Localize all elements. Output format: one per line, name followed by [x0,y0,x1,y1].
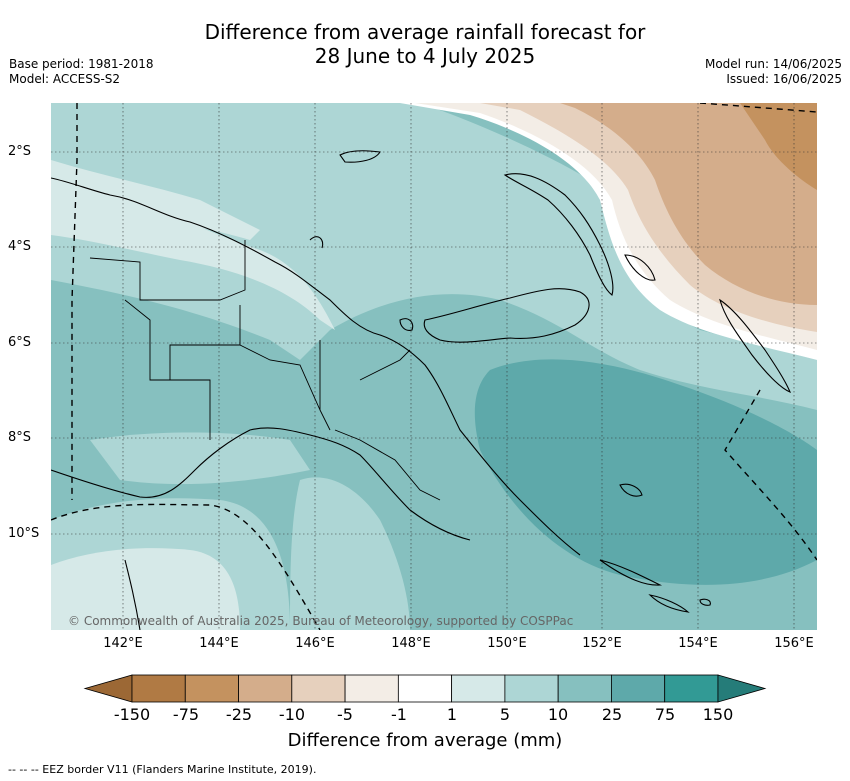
field-minus10-25 [560,103,817,305]
eez-southeast [724,389,817,561]
border-1 [89,240,246,301]
colorbar-cell [504,674,559,703]
colorbar-cell [611,674,666,703]
x-tick-label: 154°E [678,636,718,651]
field-5-10-north [51,103,817,410]
colorbar-cell [557,674,612,703]
colorbar-tick: 5 [499,705,511,724]
coastline-new-britain [423,288,590,343]
y-tick-label: 10°S [8,526,40,541]
colorbar-cell [451,674,506,703]
base-period: Base period: 1981-2018 [9,57,154,71]
colorbar-tick: 10 [547,705,569,724]
coastline-png-south [51,427,471,541]
x-tick-label: 150°E [487,636,527,651]
eez-borders [51,103,817,630]
meta-right: Model run: 14/06/2025 Issued: 16/06/2025 [705,57,842,87]
colorbar-title: Difference from average (mm) [287,730,563,751]
colorbar-tick: -5 [337,705,353,724]
coastline-small-island-3 [624,254,656,281]
border-7 [359,349,411,381]
coastline-island-3 [599,559,663,586]
colorbar-cell [344,674,399,703]
colorbar-tick: -150 [113,705,151,724]
copyright-text: © Commonwealth of Australia 2025, Bureau… [68,614,574,628]
coastline-manus [339,150,381,163]
field-1-5-west-inner [51,160,260,240]
title-line-1: Difference from average rainfall forecas… [204,20,646,44]
colorbar-cell [664,674,719,703]
colorbar-cell [184,674,239,703]
eez-north [699,103,817,113]
colorbar-tick: 25 [601,705,623,724]
x-tick-label: 156°E [774,636,814,651]
field-5-10-southwest-band [90,432,310,485]
field-25-75 [474,359,817,585]
y-tick-label: 8°S [8,430,32,445]
border-4 [239,344,321,411]
colorbar-tick: 1 [446,705,458,724]
border-5 [319,340,331,431]
colorbar-tick: 150 [702,705,734,724]
model-run: Model run: 14/06/2025 [704,57,842,71]
colorbar-cell [291,674,346,703]
y-tick-label: 2°S [8,144,32,159]
x-tick-label: 146°E [295,636,335,651]
border-2 [124,299,211,440]
eez-west [71,103,78,500]
colorbar-tick: 75 [654,705,676,724]
x-tick-label: 148°E [391,636,431,651]
coastline-island-1 [619,483,643,497]
coastline-small-island [309,236,324,249]
coastline-island-2 [648,594,690,613]
colorbar-cell [131,674,186,703]
province-borders [89,240,441,501]
field-1-5-southwest [51,548,240,630]
map-title: Difference from average rainfall forecas… [0,20,850,68]
coastline-bougainville [719,298,792,393]
eez-legend: -- -- -- EEZ border V11 (Flanders Marine… [8,763,317,776]
border-3 [169,305,241,380]
title-line-2: 28 June to 4 July 2025 [314,44,536,68]
colorbar-extend-high [717,674,767,703]
coastline-png-north [51,177,581,556]
x-tick-label: 144°E [199,636,239,651]
colorbar-extend-low [83,674,133,703]
meta-left: Base period: 1981-2018 Model: ACCESS-S2 [9,57,154,87]
coastline-small-island-2 [399,318,414,331]
colorbar-tick: -10 [278,705,306,724]
field-minus25-75 [740,103,817,190]
model-name: Model: ACCESS-S2 [9,72,121,86]
coastline-new-ireland [503,173,614,296]
x-tick-label: 142°E [103,636,143,651]
colorbar-tick: -1 [391,705,407,724]
border-6 [334,429,441,501]
colorbar-cell [238,674,293,703]
x-tick-label: 152°E [582,636,622,651]
y-tick-label: 6°S [8,335,32,350]
colorbar-tick: -75 [172,705,200,724]
colorbar-cell [397,674,453,703]
issued-date: Issued: 16/06/2025 [726,72,842,86]
coastline-island-4 [699,598,711,606]
field-5-10-south [290,477,410,630]
coastline-cape-york [124,559,141,630]
eez-south [51,503,321,630]
colorbar-tick: -25 [225,705,253,724]
y-tick-label: 4°S [8,239,32,254]
coastlines [51,150,792,630]
